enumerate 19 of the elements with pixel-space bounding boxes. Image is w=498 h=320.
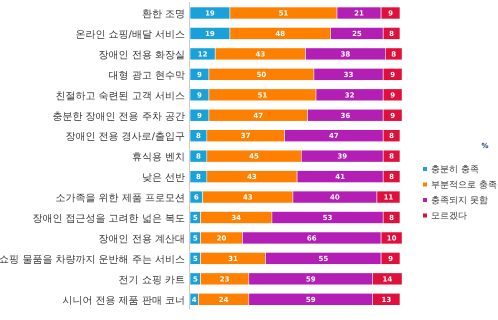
y-tick-label: 장애인 전용 경사로/출입구 (65, 132, 185, 143)
legend-label: 충분히 충족 (431, 165, 479, 175)
y-tick-label: 대형 광고 현수막 (108, 70, 185, 82)
y-tick-label: 휴식용 벤치 (132, 152, 185, 164)
legend-label: 충족되지 못함 (431, 196, 488, 206)
y-tick-label: 쇼핑 물품을 차량까지 운반해 주는 서비스 (0, 254, 185, 266)
y-tick-label: 전기 쇼핑 카트 (118, 274, 185, 286)
y-tick-label: 장애인 전용 화장실 (98, 50, 185, 61)
y-tick-label: 친절하고 숙련된 고객 서비스 (55, 90, 185, 102)
y-tick-label: 장애인 접근성을 고려한 넓은 복도 (32, 214, 185, 224)
y-tick-label: 소가족을 위한 제품 프로모션 (55, 193, 185, 204)
y-tick-label: 충분한 장애인 전용 주차 공간 (52, 111, 185, 122)
y-tick-label: 환한 조명 (142, 9, 185, 20)
y-tick-label: 장애인 전용 계산대 (98, 234, 185, 245)
legend-label: 모르겠다 (431, 212, 467, 222)
y-tick-label: 낮은 선반 (142, 172, 185, 184)
y-tick-label: 시니어 전용 제품 판매 코너 (62, 295, 185, 306)
legend-label: 부분적으로 충족 (431, 180, 497, 190)
y-tick-label: 온라인 쇼핑/배달 서비스 (75, 29, 185, 40)
